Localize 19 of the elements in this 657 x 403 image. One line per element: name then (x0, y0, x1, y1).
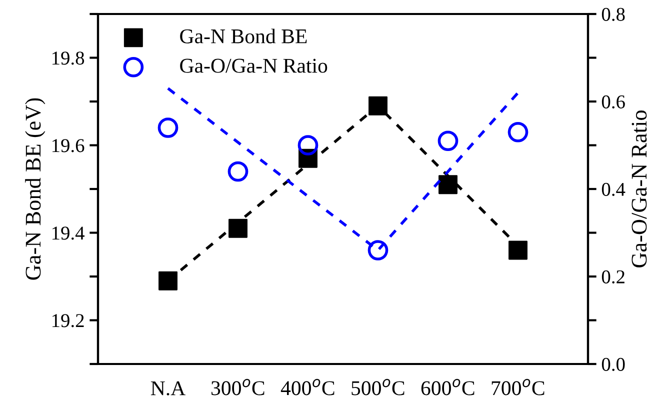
y2-tick-label: 0.8 (602, 8, 625, 22)
x-tick-label: N.A (150, 381, 186, 396)
y-tick-label: 19.2 (52, 314, 84, 328)
y2-tick-label: 0.2 (602, 270, 624, 284)
x-tick-label: 700$^{o}$C (492, 378, 544, 396)
x-tick-label: 300$^{o}$C (211, 378, 264, 396)
legend-label: Ga-N Bond BE (180, 28, 307, 44)
y2-tick-label: 0.6 (602, 95, 625, 109)
x-tick-label: 400$^{o}$C (280, 378, 334, 396)
y-tick-label: 19.4 (52, 226, 84, 240)
y2-tick-label: 0.0 (602, 358, 625, 372)
y2-axis-title: Ga-O/Ga-N Ratio (632, 110, 647, 268)
y-tick-label: 19.8 (52, 52, 84, 65)
y2-tick-label: 0.4 (602, 182, 626, 196)
legend-label: Ga-O/Ga-N Ratio (180, 58, 328, 73)
y-tick-label: 19.6 (52, 139, 84, 152)
x-tick-label: 600$^{o}$C (421, 378, 474, 396)
x-tick-label: 500$^{o}$C (352, 378, 404, 396)
y-axis-title: Ga-N Bond BE (eV) (25, 98, 46, 280)
